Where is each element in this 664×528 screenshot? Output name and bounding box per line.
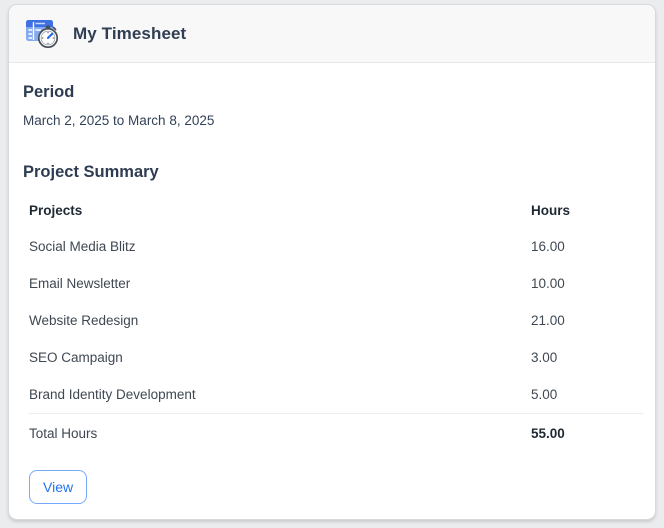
timesheet-stopwatch-icon bbox=[25, 17, 61, 51]
total-label: Total Hours bbox=[29, 426, 98, 441]
project-name: Social Media Blitz bbox=[29, 239, 136, 254]
column-header-hours: Hours bbox=[531, 202, 571, 218]
table-row: Email Newsletter 10.00 bbox=[29, 265, 643, 302]
project-hours: 3.00 bbox=[531, 350, 558, 365]
project-name: Brand Identity Development bbox=[29, 387, 196, 402]
project-hours: 10.00 bbox=[531, 276, 565, 291]
project-name: Website Redesign bbox=[29, 313, 139, 328]
table-row: Website Redesign 21.00 bbox=[29, 302, 643, 339]
period-heading: Period bbox=[23, 83, 75, 101]
period-range: March 2, 2025 to March 8, 2025 bbox=[23, 113, 215, 128]
project-summary-heading: Project Summary bbox=[23, 163, 159, 181]
table-row: Social Media Blitz 16.00 bbox=[29, 228, 643, 265]
total-hours-value: 55.00 bbox=[531, 426, 565, 441]
project-hours: 5.00 bbox=[531, 387, 558, 402]
table-row: SEO Campaign 3.00 bbox=[29, 339, 643, 376]
project-name: SEO Campaign bbox=[29, 350, 123, 365]
project-hours: 16.00 bbox=[531, 239, 565, 254]
view-button[interactable]: View bbox=[29, 470, 88, 504]
card-body: Period March 2, 2025 to March 8, 2025 Pr… bbox=[9, 63, 655, 504]
total-row: Total Hours 55.00 bbox=[29, 413, 643, 453]
column-header-projects: Projects bbox=[29, 202, 83, 218]
table-rows: Social Media Blitz 16.00 Email Newslette… bbox=[29, 228, 643, 413]
project-summary-table: Projects Hours Social Media Blitz 16.00 … bbox=[29, 192, 643, 453]
card-header: My Timesheet bbox=[9, 5, 655, 63]
table-header-row: Projects Hours bbox=[29, 192, 643, 228]
card-title: My Timesheet bbox=[73, 23, 187, 43]
my-timesheet-card: My Timesheet Period March 2, 2025 to Mar… bbox=[8, 4, 656, 520]
project-name: Email Newsletter bbox=[29, 276, 131, 291]
table-row: Brand Identity Development 5.00 bbox=[29, 376, 643, 413]
project-hours: 21.00 bbox=[531, 313, 565, 328]
